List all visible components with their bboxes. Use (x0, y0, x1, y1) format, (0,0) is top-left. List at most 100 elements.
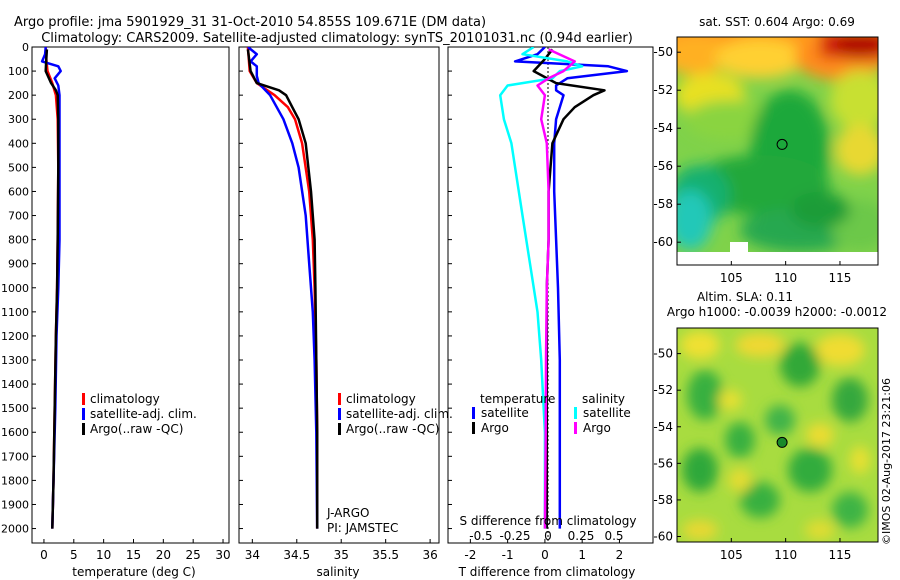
lat-tick-label: -52 (653, 383, 673, 397)
lon-tick-label: 105 (720, 271, 743, 285)
depth-tick-label: 1600 (1, 426, 29, 439)
temperature-panel: 0100200300400500600700800900100011001200… (1, 41, 231, 579)
s-diff-tick-label: -0.25 (499, 529, 530, 543)
legend-label-sal-argo: Argo (583, 421, 611, 435)
depth-tick-label: 1400 (1, 378, 29, 391)
legend-swatch-temp-argo (472, 422, 475, 434)
depth-tick-label: 500 (8, 161, 29, 174)
difference-lines (498, 47, 629, 529)
temperature-xlabel: temperature (deg C) (72, 565, 195, 579)
difference-y-ticks (448, 46, 452, 530)
depth-tick-label: 600 (8, 185, 29, 198)
legend-label-satellite: satellite-adj. clim. (346, 407, 453, 421)
sla-map-title-line1: Altim. SLA: 0.11 (697, 290, 793, 304)
difference-axes-box (447, 46, 654, 544)
depth-tick-label: 400 (8, 137, 29, 150)
legend-swatch-climatology (82, 393, 85, 405)
depth-tick-label: 2000 (1, 523, 29, 536)
series-line-satellite-adj-clim- (247, 47, 319, 529)
series-line-salinity-satellite (498, 47, 584, 529)
depth-tick-label: 1000 (1, 282, 29, 295)
sst-map-panel: sat. SST: 0.604 Argo: 0.69 (653, 15, 879, 285)
sst-map-title: sat. SST: 0.604 Argo: 0.69 (699, 15, 855, 29)
lon-tick-label: 110 (774, 271, 797, 285)
salinity-xlabel: salinity (316, 565, 359, 579)
depth-tick-label: 700 (8, 210, 29, 223)
t-difference-xlabel: T difference from climatology (458, 565, 636, 579)
temperature-legend: climatology satellite-adj. clim. Argo(..… (82, 392, 197, 436)
legend-label-climatology: climatology (346, 392, 416, 406)
lat-tick-label: -60 (653, 235, 673, 249)
salinity-y-ticks (239, 46, 243, 530)
s-diff-tick-label: 0 (544, 529, 552, 543)
depth-tick-label: 1700 (1, 450, 29, 463)
sla-lon-ticks: 105 110 115 (720, 538, 852, 562)
float-program-label: J-ARGO (326, 506, 369, 520)
lat-tick-label: -50 (653, 347, 673, 361)
x-tick-label: 0 (541, 548, 549, 562)
salinity-lines (246, 47, 319, 529)
depth-tick-label: 1100 (1, 306, 29, 319)
depth-tick-label: 200 (8, 89, 29, 102)
sst-lat-ticks: -50 -52 -54 -56 -58 -60 (653, 45, 681, 249)
legend-label-argo: Argo(..raw -QC) (90, 422, 183, 436)
x-tick-label: 20 (156, 548, 171, 562)
temperature-x-ticks: 0 5 10 15 20 25 30 (40, 539, 231, 562)
legend-swatch-sal-argo (574, 422, 577, 434)
x-tick-label: -1 (502, 548, 514, 562)
lat-tick-label: -52 (653, 83, 673, 97)
sla-map-panel: Altim. SLA: 0.11 Argo h1000: -0.0039 h20… (653, 290, 887, 562)
s-diff-tick-label: 0.5 (604, 529, 623, 543)
x-tick-label: 1 (578, 548, 586, 562)
x-tick-label: 25 (186, 548, 201, 562)
x-tick-label: 34 (245, 548, 260, 562)
legend-label-temp-satellite: satellite (481, 406, 529, 420)
argo-location-marker (776, 436, 788, 448)
difference-panel: -2 -1 0 1 2 T difference from climatology S … (447, 46, 654, 579)
legend-swatch-satellite (338, 408, 341, 420)
depth-tick-label: 1200 (1, 330, 29, 343)
s-diff-tick-label: 0.25 (568, 529, 595, 543)
series-line-argo-raw-qc- (44, 49, 60, 529)
series-line-salinity-argo (536, 48, 576, 529)
sla-map-axes-box (676, 327, 879, 543)
lat-tick-label: -54 (653, 121, 673, 135)
depth-tick-label: 900 (8, 258, 29, 271)
lon-tick-label: 110 (774, 548, 797, 562)
legend-title-salinity: salinity (582, 392, 625, 406)
x-tick-label: 10 (96, 548, 111, 562)
sla-heatmap (677, 328, 878, 542)
series-line-argo-raw-qc- (246, 49, 319, 529)
legend-label-argo: Argo(..raw -QC) (346, 422, 439, 436)
x-tick-label: 36 (422, 548, 437, 562)
argo-location-marker (776, 138, 788, 150)
legend-title-temperature: temperature (480, 392, 555, 406)
sst-heatmap (677, 37, 878, 265)
sla-lat-ticks: -50 -52 -54 -56 -58 -60 (653, 347, 681, 544)
s-difference-ticklabels: -0.5 -0.25 0 0.25 0.5 (469, 529, 623, 543)
s-diff-tick-label: -0.5 (469, 529, 492, 543)
depth-tick-label: 0 (22, 41, 29, 54)
lon-tick-label: 115 (829, 548, 852, 562)
difference-legend: temperature salinity satellite Argo sate… (472, 392, 631, 435)
x-tick-label: 2 (616, 548, 624, 562)
depth-tick-label: 100 (8, 65, 29, 78)
x-tick-label: 34.5 (283, 548, 310, 562)
temperature-axes-box (31, 46, 230, 544)
legend-swatch-sal-satellite (574, 407, 577, 419)
legend-swatch-climatology (338, 393, 341, 405)
lat-tick-label: -58 (653, 197, 673, 211)
x-tick-label: 30 (215, 548, 230, 562)
x-tick-label: -2 (464, 548, 476, 562)
sst-map-axes-box (676, 36, 879, 266)
lat-tick-label: -60 (653, 530, 673, 544)
depth-tick-label: 1800 (1, 474, 29, 487)
figure-title-line2: Climatology: CARS2009. Satellite-adjuste… (41, 31, 633, 46)
x-tick-label: 0 (40, 548, 48, 562)
lat-tick-label: -58 (653, 493, 673, 507)
depth-tick-label: 800 (8, 234, 29, 247)
float-pi-label: PI: JAMSTEC (327, 521, 398, 535)
depth-tick-label: 1900 (1, 498, 29, 511)
s-difference-xlabel: S difference from climatology (460, 514, 637, 528)
